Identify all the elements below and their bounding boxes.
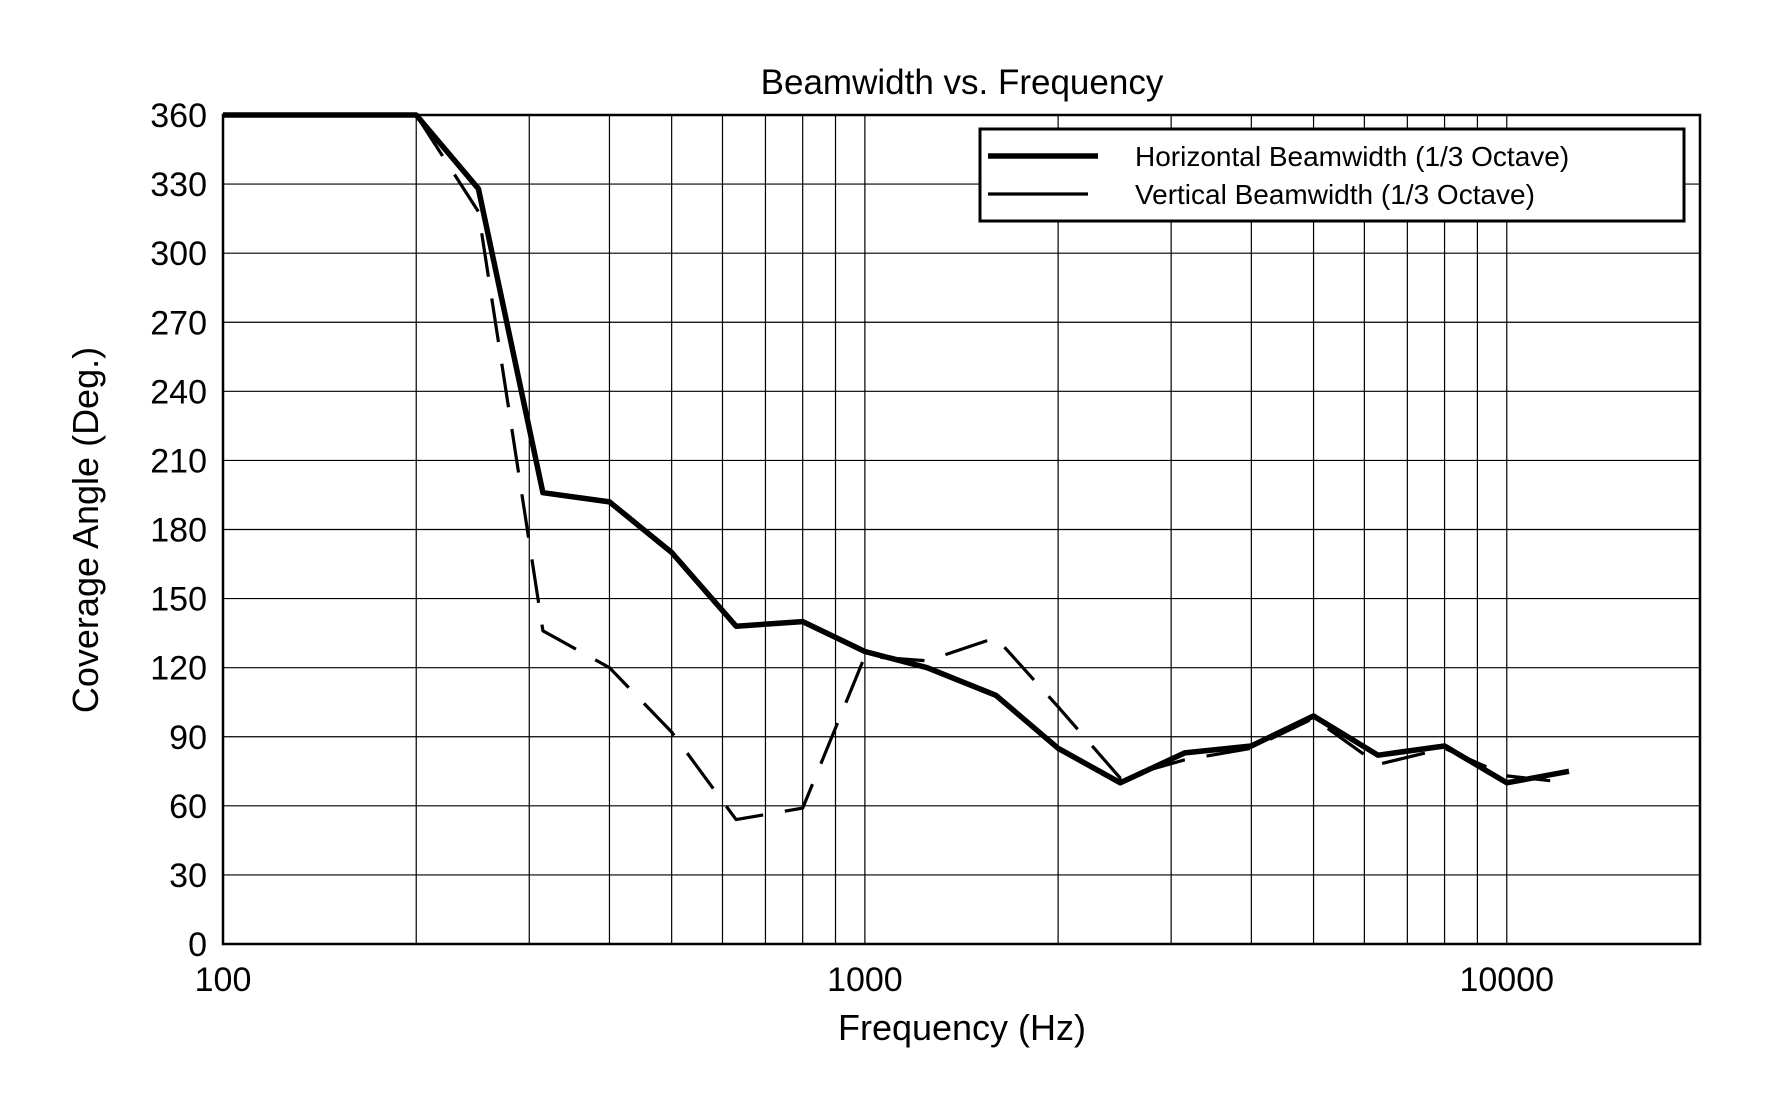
x-tick-label: 100 xyxy=(195,961,252,999)
series-line-vertical xyxy=(223,113,1570,822)
y-tick-label: 60 xyxy=(169,788,207,826)
tick-labels: 0 30 60 90 120 150 180 210 240 270 300 330 360 100 100… xyxy=(150,97,1554,999)
y-tick-label: 300 xyxy=(150,235,207,273)
y-tick-label: 0 xyxy=(188,926,207,964)
y-tick-label: 150 xyxy=(150,581,207,619)
y-tick-label: 240 xyxy=(150,373,207,411)
y-tick-label: 270 xyxy=(150,304,207,342)
chart-title: Beamwidth vs. Frequency xyxy=(761,63,1164,102)
x-tick-label: 1000 xyxy=(827,961,903,999)
y-tick-label: 90 xyxy=(169,719,207,757)
grid-layer xyxy=(222,114,1700,945)
legend-label-vertical: Vertical Beamwidth (1/3 Octave) xyxy=(1135,179,1535,210)
legend: Horizontal Beamwidth (1/3 Octave) Vertic… xyxy=(978,127,1686,223)
plot-frame xyxy=(221,113,1702,946)
y-tick-label: 330 xyxy=(150,166,207,204)
y-tick-label: 360 xyxy=(150,97,207,135)
x-axis-label: Frequency (Hz) xyxy=(838,1007,1086,1048)
y-tick-label: 120 xyxy=(150,650,207,688)
series-layer xyxy=(223,112,1570,822)
x-tick-label: 10000 xyxy=(1459,961,1554,999)
y-axis-label: Coverage Angle (Deg.) xyxy=(65,347,106,713)
y-tick-label: 210 xyxy=(150,442,207,480)
y-tick-label: 180 xyxy=(150,512,207,550)
legend-box xyxy=(978,127,1686,223)
legend-label-horizontal: Horizontal Beamwidth (1/3 Octave) xyxy=(1135,141,1569,172)
y-tick-label: 30 xyxy=(169,857,207,895)
